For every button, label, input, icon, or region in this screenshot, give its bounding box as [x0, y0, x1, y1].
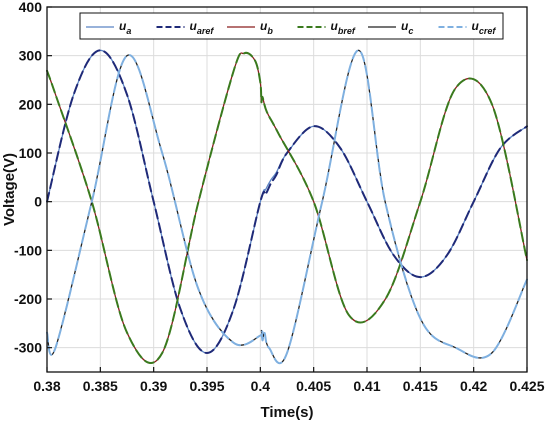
series-line-u-cref	[46, 49, 528, 364]
x-tick-label: 0.405	[296, 378, 331, 394]
legend-label-u-b: ub	[260, 19, 273, 36]
x-tick-label: 0.41	[353, 378, 380, 394]
plot-frame	[46, 6, 528, 373]
legend: ua uaref ub ubref uc ucref	[79, 12, 504, 40]
plot-area	[47, 7, 527, 372]
legend-label-u-aref: uaref	[190, 19, 215, 36]
y-tick-label: 400	[19, 0, 43, 15]
x-tick-label: 0.42	[460, 378, 487, 394]
x-tick-label: 0.4	[251, 378, 271, 394]
y-tick-label: 200	[19, 96, 43, 112]
series-layer	[46, 49, 528, 365]
y-tick-label: 100	[19, 145, 43, 161]
series-line-u-aref	[46, 49, 528, 355]
legend-label-u-c: uc	[401, 19, 413, 36]
x-tick-label: 0.39	[140, 378, 167, 394]
legend-label-u-a: ua	[119, 19, 131, 36]
y-tick-label: -200	[14, 291, 42, 307]
y-axis-title: Voltage(V)	[1, 153, 18, 226]
x-tick-label: 0.385	[83, 378, 118, 394]
axis-ticks: 0.38 0.385 0.39 0.395 0.4 0.405 0.41 0.415 0.42 0…	[14, 0, 545, 394]
y-tick-label: 300	[19, 48, 43, 64]
x-tick-label: 0.415	[403, 378, 438, 394]
y-tick-label: 0	[34, 194, 42, 210]
y-tick-label: -100	[14, 242, 42, 258]
x-axis-title: Time(s)	[260, 404, 313, 421]
x-tick-label: 0.425	[509, 378, 544, 394]
legend-box	[79, 12, 504, 40]
x-tick-label: 0.38	[33, 378, 60, 394]
series-line-u-bref	[46, 51, 528, 365]
x-tick-label: 0.395	[189, 378, 224, 394]
y-tick-label: -300	[14, 340, 42, 356]
legend-label-u-cref: ucref	[472, 19, 497, 36]
legend-label-u-bref: ubref	[331, 19, 356, 36]
